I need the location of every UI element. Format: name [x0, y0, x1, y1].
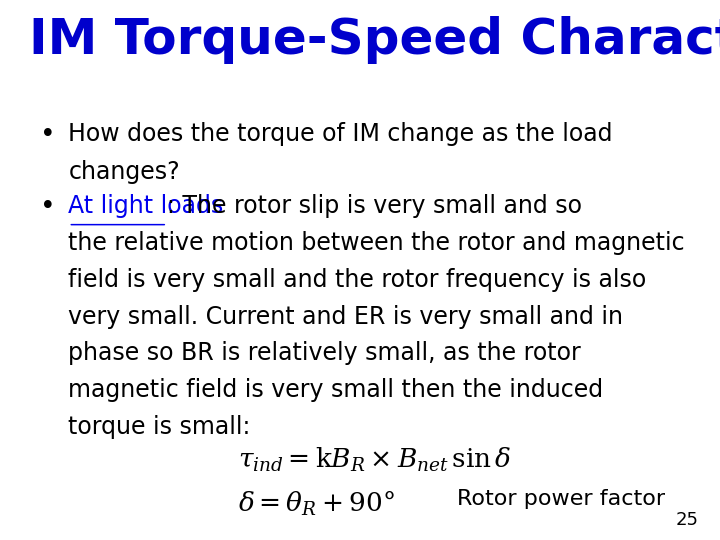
Text: •: •	[40, 122, 55, 147]
Text: magnetic field is very small then the induced: magnetic field is very small then the in…	[68, 378, 603, 402]
Text: $\tau_{ind} = \mathrm{k}B_R \times B_{net}\,\sin\delta$: $\tau_{ind} = \mathrm{k}B_R \times B_{ne…	[238, 446, 511, 474]
Text: How does the torque of IM change as the load: How does the torque of IM change as the …	[68, 122, 613, 145]
Text: $\delta = \theta_R + 90°$: $\delta = \theta_R + 90°$	[238, 489, 395, 518]
Text: •: •	[40, 194, 55, 220]
Text: field is very small and the rotor frequency is also: field is very small and the rotor freque…	[68, 268, 647, 292]
Text: the relative motion between the rotor and magnetic: the relative motion between the rotor an…	[68, 231, 685, 255]
Text: 25: 25	[675, 511, 698, 529]
Text: IM Torque-Speed Characteristic: IM Torque-Speed Characteristic	[29, 16, 720, 64]
Text: phase so BR is relatively small, as the rotor: phase so BR is relatively small, as the …	[68, 341, 581, 365]
Text: At light loads: At light loads	[68, 194, 224, 218]
Text: very small. Current and ER is very small and in: very small. Current and ER is very small…	[68, 305, 624, 328]
Text: changes?: changes?	[68, 160, 180, 184]
Text: : The rotor slip is very small and so: : The rotor slip is very small and so	[167, 194, 582, 218]
Text: torque is small:: torque is small:	[68, 415, 251, 438]
Text: Rotor power factor: Rotor power factor	[457, 489, 665, 509]
